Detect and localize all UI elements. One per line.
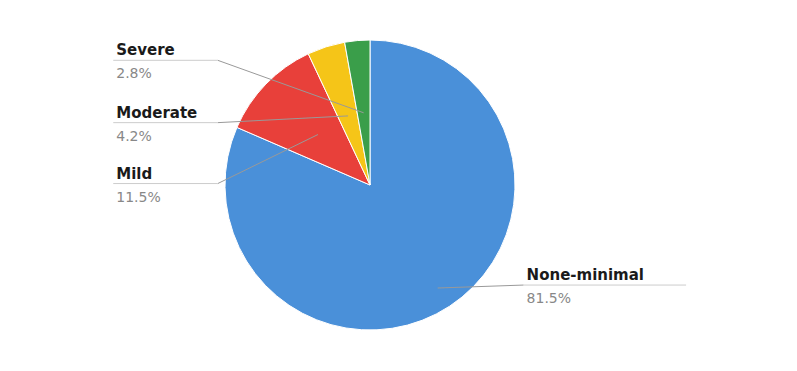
category-label: Mild [116,165,152,183]
labels: Severe 2.8% Moderate 4.2% Mild 11.5% None-mini… [113,41,686,306]
slice [345,40,370,185]
value-label: 11.5% [116,189,160,205]
value-label: 81.5% [527,290,571,306]
separator [113,183,218,184]
chart-container: Severe 2.8% Moderate 4.2% Mild 11.5% None-mini… [0,0,797,371]
chart: Severe 2.8% Moderate 4.2% Mild 11.5% None-mini… [0,0,797,371]
leader-line [218,116,348,123]
value-label: 4.2% [116,128,152,144]
leader-line [438,285,524,288]
category-label: Severe [116,41,175,59]
separator [524,285,687,286]
category-label: None-minimal [527,266,644,284]
separator [113,122,218,123]
value-label: 2.8% [116,65,152,81]
leader-line [218,60,364,112]
category-label: Moderate [116,104,197,122]
leader-line [218,135,318,184]
separator [113,60,218,61]
